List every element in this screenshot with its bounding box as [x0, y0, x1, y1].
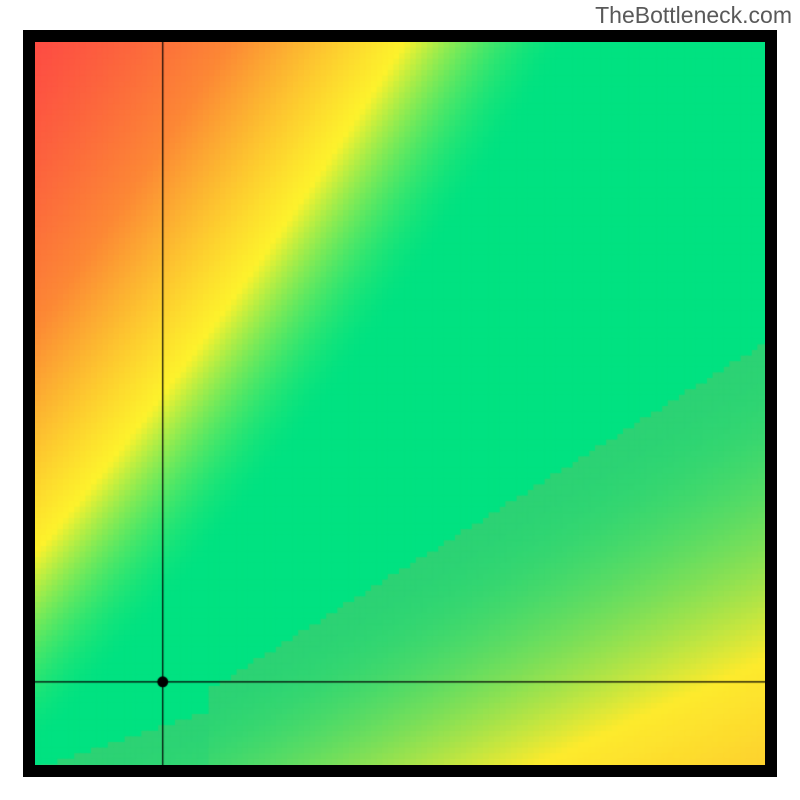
- bottleneck-heatmap: [23, 30, 777, 777]
- heatmap-canvas: [35, 42, 765, 765]
